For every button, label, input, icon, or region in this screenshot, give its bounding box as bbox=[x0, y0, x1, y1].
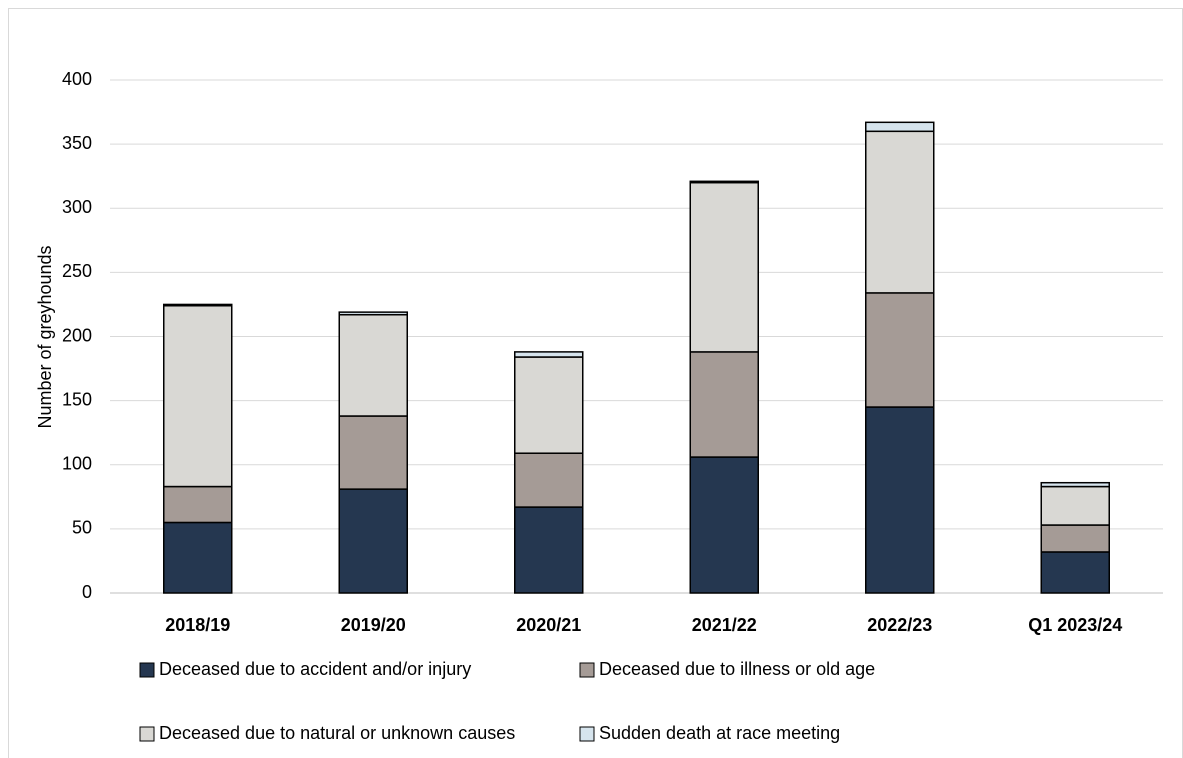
x-tick-label: 2022/23 bbox=[867, 615, 932, 635]
x-tick-label: 2019/20 bbox=[341, 615, 406, 635]
x-tick-label: 2020/21 bbox=[516, 615, 581, 635]
legend-label: Deceased due to accident and/or injury bbox=[159, 659, 471, 679]
x-tick-label: 2018/19 bbox=[165, 615, 230, 635]
bar-segment bbox=[689, 456, 759, 594]
bar-segment bbox=[1040, 481, 1110, 488]
legend-swatch bbox=[579, 726, 595, 742]
legend-label: Deceased due to illness or old age bbox=[599, 659, 875, 679]
legend-label: Sudden death at race meeting bbox=[599, 723, 840, 743]
bar-segment bbox=[689, 180, 759, 184]
bar-segment bbox=[338, 311, 408, 316]
bar-segment bbox=[514, 452, 584, 508]
bar-segment bbox=[1040, 551, 1110, 594]
y-tick-label: 150 bbox=[62, 389, 92, 409]
bar-segment bbox=[514, 351, 584, 358]
legend-label: Deceased due to natural or unknown cause… bbox=[159, 723, 515, 743]
bar-segment bbox=[1040, 485, 1110, 526]
bar-segment bbox=[865, 130, 935, 294]
bar-segment bbox=[338, 313, 408, 417]
y-tick-label: 300 bbox=[62, 197, 92, 217]
bar-segment bbox=[338, 415, 408, 490]
bar-segment bbox=[514, 356, 584, 454]
bar-segment bbox=[865, 406, 935, 594]
legend-swatch bbox=[139, 726, 155, 742]
bar-segment bbox=[865, 121, 935, 133]
y-tick-label: 100 bbox=[62, 454, 92, 474]
y-tick-label: 0 bbox=[82, 582, 92, 602]
bar-segment bbox=[514, 506, 584, 594]
x-tick-label: Q1 2023/24 bbox=[1028, 615, 1122, 635]
bar-segment bbox=[865, 292, 935, 408]
bar-segment bbox=[163, 521, 233, 594]
y-tick-label: 350 bbox=[62, 133, 92, 153]
bar-segment bbox=[163, 304, 233, 488]
x-tick-label: 2021/22 bbox=[692, 615, 757, 635]
y-tick-label: 400 bbox=[62, 69, 92, 89]
bar-segment bbox=[163, 303, 233, 307]
bar-segment bbox=[338, 488, 408, 594]
bar-segment bbox=[689, 351, 759, 458]
bar-segment bbox=[689, 181, 759, 353]
bar-segment bbox=[163, 485, 233, 524]
y-axis-label: Number of greyhounds bbox=[35, 245, 55, 428]
y-tick-label: 200 bbox=[62, 325, 92, 345]
legend-swatch bbox=[579, 662, 595, 678]
bar-segment bbox=[1040, 524, 1110, 553]
legend-swatch bbox=[139, 662, 155, 678]
y-tick-label: 250 bbox=[62, 261, 92, 281]
y-tick-label: 50 bbox=[72, 518, 92, 538]
